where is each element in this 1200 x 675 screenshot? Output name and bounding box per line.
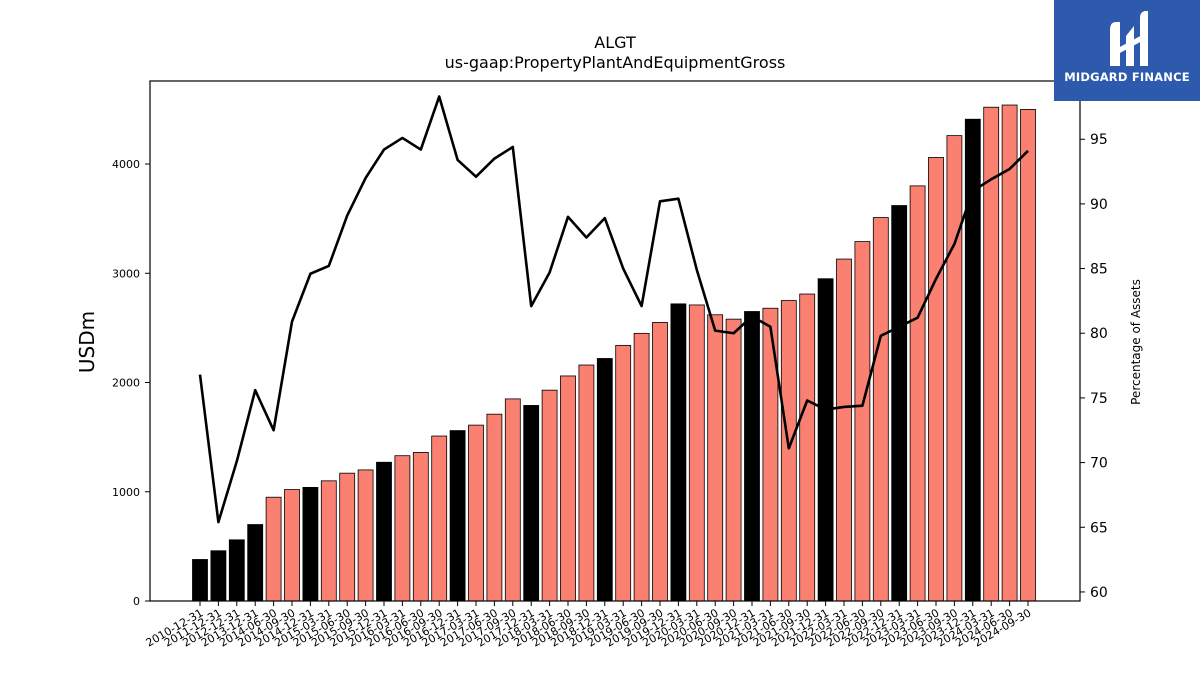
bar-2018-03-31 [541, 389, 558, 602]
bar-2019-03-31 [615, 344, 632, 602]
bar-2015-06-30 [339, 472, 356, 602]
bar-2020-12-31 [744, 311, 760, 602]
bar-2023-06-30 [928, 157, 944, 602]
bar-2017-09-30 [504, 398, 521, 602]
y2-tick-label: 80 [1090, 326, 1108, 342]
bar-2022-12-31 [891, 205, 908, 602]
y2-tick-label: 85 [1090, 262, 1108, 278]
bar-2014-06-30 [265, 496, 282, 602]
y2-tick-label: 70 [1090, 456, 1108, 472]
y2-tick-label: 90 [1090, 197, 1108, 213]
bar-2021-06-30 [780, 300, 797, 602]
y-tick-label: 2000 [112, 377, 140, 390]
y-tick-label: 0 [133, 595, 140, 608]
bar-2011-12-31 [210, 550, 227, 602]
bar-series [192, 104, 1036, 602]
bar-2019-12-31 [670, 303, 687, 602]
percentage-line-series [198, 95, 1029, 524]
bar-2022-09-30 [872, 217, 889, 602]
bar-2017-03-31 [468, 424, 484, 602]
bar-2012-12-31 [228, 539, 245, 602]
bar-2022-03-31 [836, 258, 852, 602]
bar-2014-12-31 [302, 486, 319, 602]
y2-axis-label: Percentage of Assets [1129, 279, 1143, 405]
bar-2021-03-31 [762, 307, 779, 602]
percentage-of-assets-line [198, 95, 1029, 524]
chart-title: ALGT [594, 33, 636, 52]
y2-tick-label: 75 [1090, 391, 1108, 407]
bar-2024-09-30 [1020, 109, 1036, 602]
brand-logo: MIDGARD FINANCE [1054, 0, 1200, 101]
y2-tick-label: 65 [1090, 520, 1108, 536]
bar-2020-03-31 [688, 304, 705, 602]
bar-2022-06-30 [854, 241, 871, 602]
bar-2013-12-31 [247, 524, 264, 602]
bar-2015-09-30 [357, 469, 374, 602]
left-y-axis: 0 1000 2000 3000 4000 [112, 158, 150, 608]
bar-2014-09-30 [284, 489, 300, 602]
chart-subtitle: us-gaap:PropertyPlantAndEquipmentGross [445, 53, 786, 72]
y2-tick-label: 60 [1090, 585, 1108, 601]
bar-2017-06-30 [486, 413, 503, 602]
bar-2023-09-30 [946, 135, 963, 602]
plot-frame [149, 80, 1081, 602]
bar-2010-12-31 [192, 559, 208, 602]
bar-2018-06-30 [560, 375, 576, 602]
bar-2016-03-31 [394, 455, 411, 602]
y-tick-label: 1000 [112, 486, 140, 499]
bar-2021-12-31 [817, 278, 834, 602]
y-axis-label: USDm [75, 311, 99, 373]
bar-2021-09-30 [799, 293, 816, 602]
bar-2018-09-30 [578, 364, 595, 602]
y2-tick-label: 95 [1090, 132, 1108, 148]
bar-2019-09-30 [652, 322, 668, 602]
bar-2018-12-31 [596, 358, 613, 602]
bar-2016-12-31 [449, 430, 466, 602]
bar-2023-03-31 [909, 185, 926, 602]
bar-2020-06-30 [707, 314, 724, 602]
bar-2019-06-30 [633, 332, 650, 602]
y-tick-label: 4000 [112, 158, 140, 171]
brand-name: MIDGARD FINANCE [1064, 70, 1190, 84]
bar-2015-03-31 [320, 480, 337, 602]
bar-2020-09-30 [725, 318, 742, 602]
bar-2016-06-30 [412, 452, 429, 602]
x-axis: 2010-12-312011-12-312012-12-312013-12-31… [144, 601, 1034, 650]
right-y-axis: 60 65 70 75 80 85 90 95 [1080, 132, 1108, 601]
bar-2024-06-30 [1001, 104, 1018, 602]
midgard-m-icon [1110, 11, 1148, 66]
bar-2016-09-30 [431, 435, 448, 602]
bar-2017-12-31 [523, 405, 540, 602]
bar-2015-12-31 [376, 461, 392, 602]
y-tick-label: 3000 [112, 267, 140, 280]
